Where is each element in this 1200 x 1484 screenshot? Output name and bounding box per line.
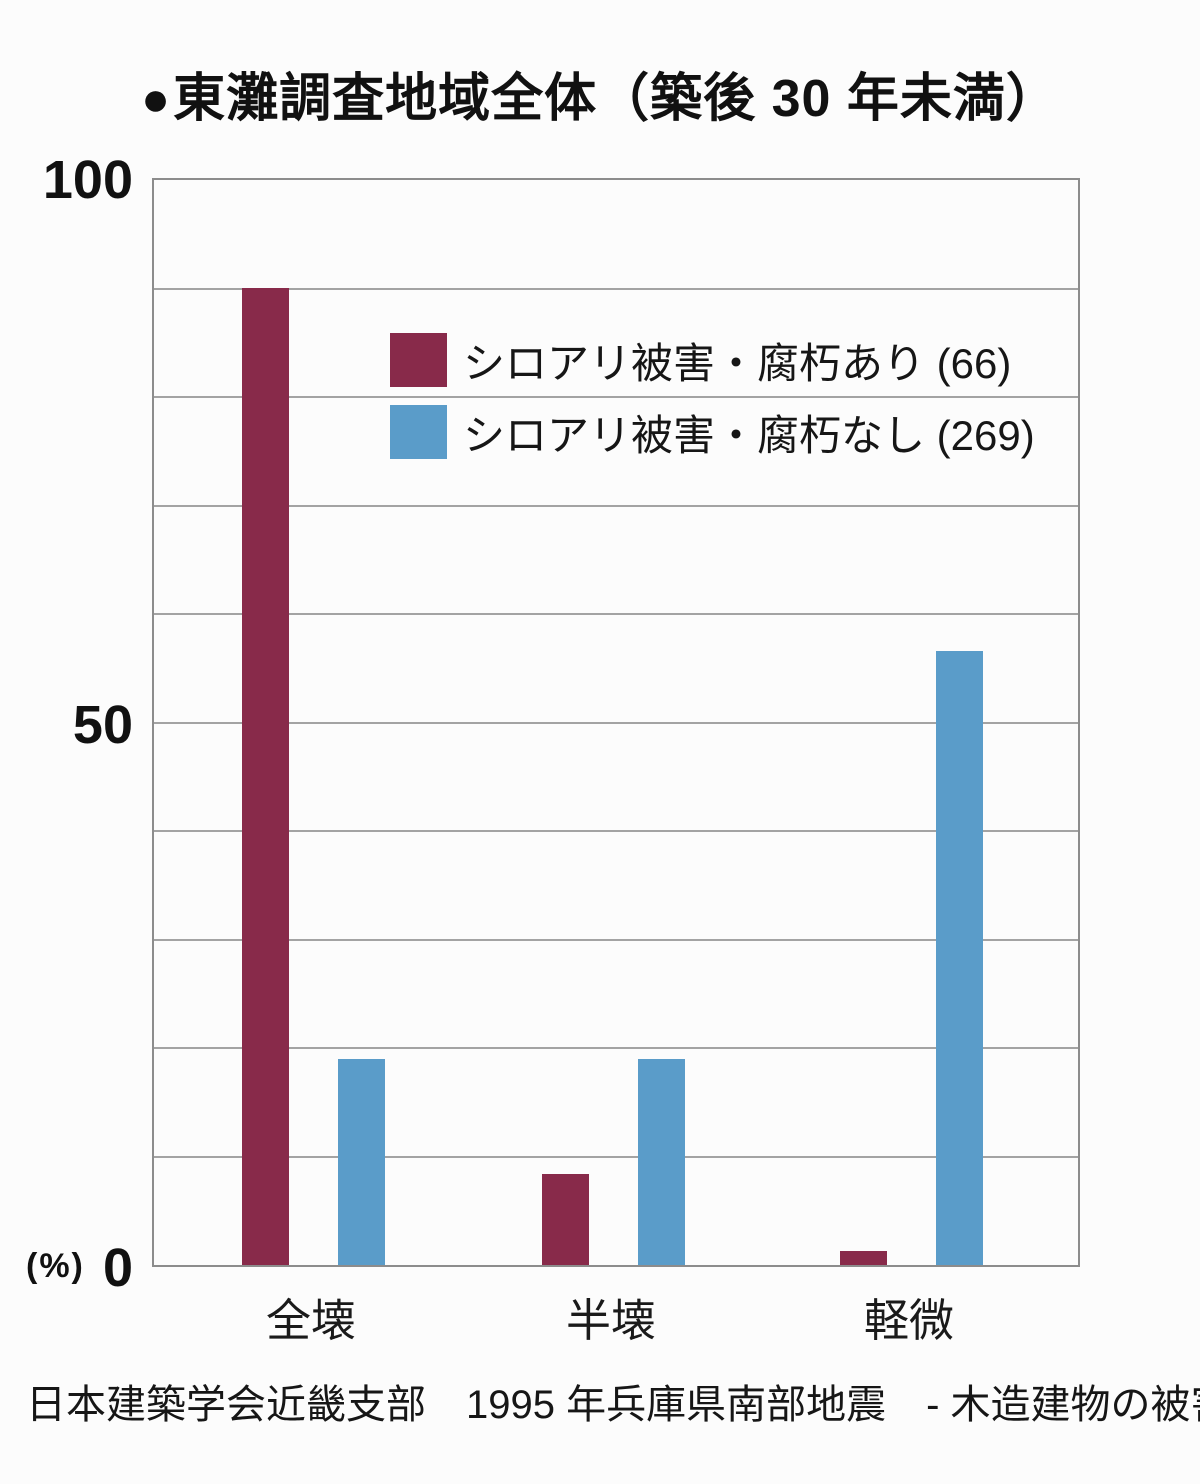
legend-swatch-blue-icon [390,405,447,459]
gridline-60 [154,613,1078,615]
chart-title: ●東灘調査地域全体（築後 30 年未満） [141,56,1059,131]
chart-title-text: 東灘調査地域全体（築後 30 年未満） [173,70,1059,128]
legend-item-rot-absent: シロアリ被害・腐朽なし (269) [390,404,1035,460]
gridline-10 [154,1155,1078,1158]
y-tick-100: 100 [42,150,133,210]
x-label-total-collapse: 全壊 [265,1295,357,1346]
gridline-20 [154,1047,1078,1049]
bullet-icon: ● [141,73,172,126]
bar-series1-全壊 [338,1059,385,1265]
bar-series0-半壊 [542,1174,589,1265]
y-tick-50: 50 [72,695,133,755]
gridline-70 [154,504,1078,507]
gridline-90 [154,287,1078,290]
gridline-30 [154,938,1078,941]
legend-label-rot-present: シロアリ被害・腐朽あり (66) [463,339,1012,387]
gridline-40 [154,830,1078,832]
legend-label-rot-absent: シロアリ被害・腐朽なし (269) [463,411,1035,459]
bar-series1-半壊 [638,1059,685,1265]
x-label-partial-collapse: 半壊 [565,1295,657,1346]
plot-area: シロアリ被害・腐朽あり (66) シロアリ被害・腐朽なし (269) [152,178,1080,1267]
y-tick-0: 0 [102,1238,133,1298]
bar-series1-軽微 [936,651,983,1265]
bar-series0-全壊 [242,288,289,1265]
x-label-minor-damage: 軽微 [863,1295,955,1346]
legend-item-rot-present: シロアリ被害・腐朽あり (66) [390,332,1035,388]
gridline-50 [154,721,1078,724]
bar-series0-軽微 [840,1251,887,1265]
legend: シロアリ被害・腐朽あり (66) シロアリ被害・腐朽なし (269) [390,332,1035,476]
legend-swatch-maroon-icon [390,333,447,387]
gridline-80 [154,396,1078,398]
source-caption: 日本建築学会近畿支部 1995 年兵庫県南部地震 - 木造建物の被害 - より [26,1383,1200,1427]
y-axis-unit: (%) [26,1247,85,1285]
